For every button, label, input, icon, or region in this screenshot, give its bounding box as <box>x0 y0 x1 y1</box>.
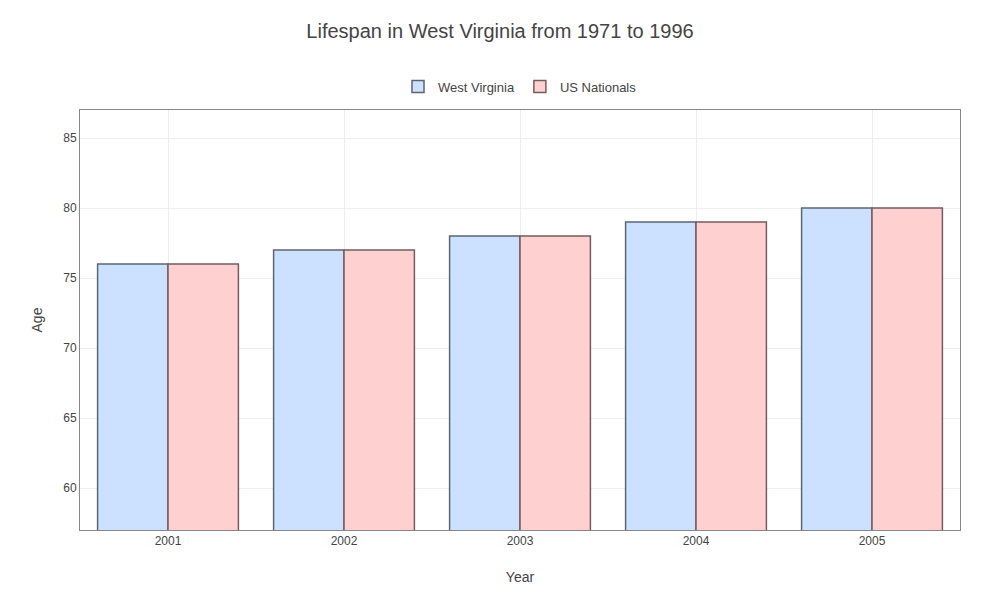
svg-text:2004: 2004 <box>683 534 710 548</box>
svg-text:65: 65 <box>63 411 77 425</box>
svg-text:70: 70 <box>63 341 77 355</box>
svg-text:2005: 2005 <box>859 534 886 548</box>
svg-text:2001: 2001 <box>155 534 182 548</box>
svg-text:US Nationals: US Nationals <box>560 80 636 95</box>
svg-text:West Virginia: West Virginia <box>438 80 515 95</box>
svg-text:Year: Year <box>506 569 535 585</box>
svg-text:Age: Age <box>29 307 45 332</box>
svg-text:Lifespan in West Virginia from: Lifespan in West Virginia from 1971 to 1… <box>306 20 693 42</box>
svg-text:80: 80 <box>63 201 77 215</box>
svg-text:75: 75 <box>63 271 77 285</box>
svg-text:2002: 2002 <box>331 534 358 548</box>
svg-text:2003: 2003 <box>507 534 534 548</box>
svg-text:85: 85 <box>63 131 77 145</box>
svg-text:60: 60 <box>63 481 77 495</box>
